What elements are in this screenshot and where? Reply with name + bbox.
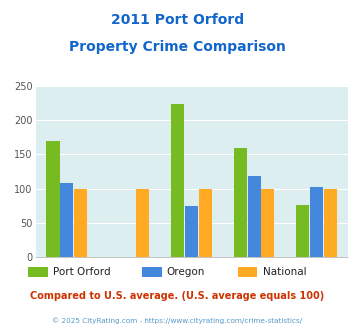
Bar bbox=[234, 148, 247, 257]
Bar bbox=[60, 183, 73, 257]
Text: © 2025 CityRating.com - https://www.cityrating.com/crime-statistics/: © 2025 CityRating.com - https://www.city… bbox=[53, 317, 302, 324]
Text: Oregon: Oregon bbox=[167, 267, 205, 277]
Bar bbox=[199, 189, 212, 257]
Bar bbox=[310, 187, 323, 257]
Bar bbox=[324, 189, 337, 257]
Bar bbox=[171, 104, 185, 257]
Bar bbox=[185, 206, 198, 257]
Text: National: National bbox=[263, 267, 306, 277]
Text: Property Crime Comparison: Property Crime Comparison bbox=[69, 40, 286, 53]
Text: Port Orford: Port Orford bbox=[53, 267, 111, 277]
Bar bbox=[248, 176, 261, 257]
Bar bbox=[136, 189, 149, 257]
Bar bbox=[296, 205, 310, 257]
Text: Compared to U.S. average. (U.S. average equals 100): Compared to U.S. average. (U.S. average … bbox=[31, 291, 324, 301]
Bar bbox=[74, 189, 87, 257]
Text: 2011 Port Orford: 2011 Port Orford bbox=[111, 13, 244, 27]
Bar bbox=[261, 189, 274, 257]
Bar bbox=[47, 141, 60, 257]
